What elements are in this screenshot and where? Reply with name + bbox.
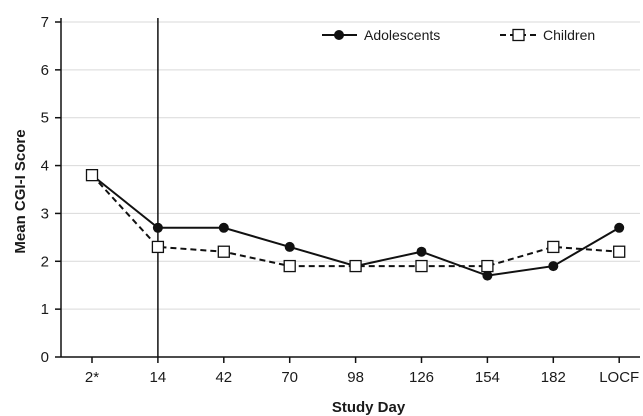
x-tick-label-6: 154 <box>475 369 500 386</box>
x-axis-title: Study Day <box>332 399 406 416</box>
point-children-3 <box>283 259 296 273</box>
series-layer <box>85 168 626 281</box>
point-adolescents-1 <box>152 222 163 233</box>
point-children-5 <box>415 259 428 273</box>
x-tick-label-8: LOCF <box>599 369 639 386</box>
axes: 0 1 2 3 4 5 6 7 2* 14 42 70 98 126 154 182 LOCF <box>41 14 640 386</box>
x-tick-label-0: 2* <box>85 369 99 386</box>
y-tick-label-0: 0 <box>41 349 49 366</box>
point-adolescents-8 <box>614 222 625 233</box>
y-tick-label-4: 4 <box>41 158 49 175</box>
point-adolescents-7 <box>548 261 559 272</box>
x-tick-label-7: 182 <box>541 369 566 386</box>
point-children-2 <box>217 245 230 258</box>
point-adolescents-6 <box>482 270 493 281</box>
point-children-4 <box>349 259 362 273</box>
point-adolescents-2 <box>218 222 229 233</box>
legend: Adolescents Children <box>322 27 595 43</box>
point-children-7 <box>547 240 560 254</box>
point-children-1 <box>151 240 165 254</box>
point-adolescents-3 <box>284 241 295 252</box>
y-axis-title: Mean CGI-I Score <box>12 129 29 253</box>
point-adolescents-5 <box>416 246 427 257</box>
x-tick-label-5: 126 <box>409 369 434 386</box>
x-tick-label-4: 98 <box>347 369 364 386</box>
x-tick-label-3: 70 <box>281 369 298 386</box>
point-children-6 <box>481 259 494 273</box>
y-tick-label-5: 5 <box>41 110 49 127</box>
point-children-8 <box>613 245 626 258</box>
legend-label-adolescents: Adolescents <box>364 27 440 43</box>
y-tick-label-6: 6 <box>41 62 49 79</box>
x-tick-label-2: 42 <box>215 369 232 386</box>
legend-label-children: Children <box>543 27 595 43</box>
y-tick-label-7: 7 <box>41 14 49 31</box>
legend-marker-adolescents <box>334 30 344 40</box>
y-tick-label-2: 2 <box>41 253 49 270</box>
x-tick-label-1: 14 <box>150 369 167 386</box>
point-children-0 <box>85 168 99 182</box>
series-line-children <box>91 174 620 268</box>
legend-marker-children <box>512 28 525 42</box>
y-tick-label-1: 1 <box>41 301 49 318</box>
y-tick-label-3: 3 <box>41 205 49 222</box>
